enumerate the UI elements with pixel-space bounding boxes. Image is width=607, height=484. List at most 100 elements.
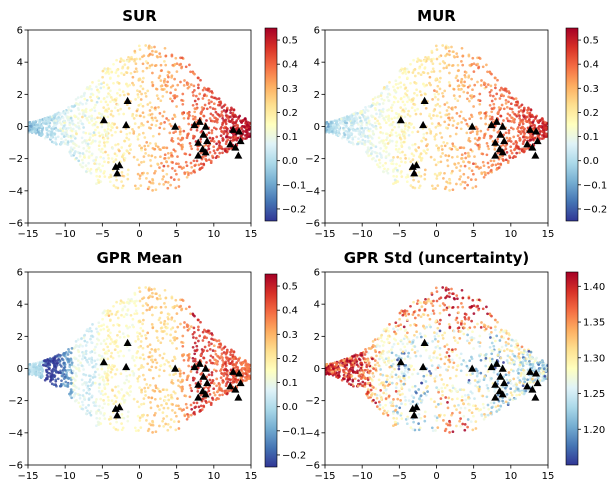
scatter-point xyxy=(93,117,97,121)
scatter-point xyxy=(354,129,357,133)
triangle-marker xyxy=(531,151,540,159)
scatter-point xyxy=(158,316,162,320)
scatter-point xyxy=(93,139,97,143)
scatter-point xyxy=(134,187,138,191)
scatter-point xyxy=(59,371,62,375)
scatter-point xyxy=(239,361,242,365)
scatter-point xyxy=(210,100,213,104)
scatter-point xyxy=(67,348,70,351)
scatter-point xyxy=(394,321,398,325)
scatter-point xyxy=(84,107,88,111)
scatter-point xyxy=(464,75,467,79)
scatter-point xyxy=(223,103,227,107)
scatter-point xyxy=(476,62,480,66)
scatter-point xyxy=(498,155,502,159)
scatter-point xyxy=(193,110,197,114)
scatter-point xyxy=(453,97,457,100)
scatter-point xyxy=(155,292,158,296)
scatter-point xyxy=(88,380,91,384)
scatter-point xyxy=(134,98,137,101)
scatter-point xyxy=(177,420,181,423)
scatter-point xyxy=(147,126,151,130)
scatter-point xyxy=(470,96,473,100)
scatter-point xyxy=(437,148,440,152)
scatter-point xyxy=(484,173,487,177)
scatter-point xyxy=(438,80,441,84)
scatter-point xyxy=(377,95,380,98)
scatter-point xyxy=(131,112,135,116)
scatter-point xyxy=(193,72,196,76)
scatter-point xyxy=(122,112,126,116)
scatter-point xyxy=(465,122,469,126)
scatter-point xyxy=(388,134,392,137)
scatter-point xyxy=(469,178,473,181)
scatter-point xyxy=(393,116,396,120)
scatter-point xyxy=(464,118,467,122)
scatter-point xyxy=(159,297,162,301)
scatter-point xyxy=(92,159,95,162)
scatter-point xyxy=(378,152,382,155)
scatter-point xyxy=(123,398,127,402)
scatter-point xyxy=(218,393,222,397)
scatter-point xyxy=(150,105,154,109)
scatter-point xyxy=(234,138,238,141)
scatter-point xyxy=(139,84,143,88)
scatter-point xyxy=(394,79,398,83)
scatter-point xyxy=(201,88,205,92)
scatter-point xyxy=(203,328,206,332)
scatter-point xyxy=(484,112,487,115)
scatter-point xyxy=(54,361,58,365)
scatter-point xyxy=(379,154,383,157)
scatter-point xyxy=(207,341,211,344)
scatter-point xyxy=(413,142,417,146)
scatter-point xyxy=(106,345,110,349)
scatter-point xyxy=(179,304,183,308)
scatter-point xyxy=(202,404,206,408)
scatter-point xyxy=(395,175,399,178)
scatter-point xyxy=(524,147,528,151)
scatter-point xyxy=(180,136,184,140)
scatter-point xyxy=(221,393,224,397)
scatter-point xyxy=(49,375,53,379)
scatter-point xyxy=(470,63,474,66)
scatter-point xyxy=(395,162,398,166)
scatter-point xyxy=(133,291,137,295)
scatter-point xyxy=(505,136,509,140)
scatter-point xyxy=(462,172,466,176)
scatter-point xyxy=(515,141,519,145)
scatter-point xyxy=(75,374,78,377)
scatter-point xyxy=(125,324,128,328)
scatter-point xyxy=(531,121,535,124)
scatter-point xyxy=(376,119,379,123)
scatter-point xyxy=(425,144,428,148)
scatter-point xyxy=(127,92,130,96)
scatter-point xyxy=(439,115,443,119)
scatter-point xyxy=(221,363,225,367)
scatter-point xyxy=(175,94,179,98)
scatter-point xyxy=(473,155,476,158)
scatter-point xyxy=(148,141,152,145)
scatter-point xyxy=(80,122,84,125)
scatter-point xyxy=(396,150,400,153)
scatter-point xyxy=(194,117,197,121)
scatter-point xyxy=(60,137,63,141)
scatter-point xyxy=(229,378,232,382)
scatter-point xyxy=(161,330,165,333)
scatter-point xyxy=(398,75,401,79)
scatter-point xyxy=(199,137,203,141)
scatter-point xyxy=(77,387,81,391)
scatter-point xyxy=(511,127,515,131)
scatter-point xyxy=(161,146,165,150)
scatter-point xyxy=(158,126,162,130)
scatter-point xyxy=(159,321,163,324)
scatter-point xyxy=(97,166,101,170)
scatter-point xyxy=(417,180,420,183)
triangle-marker xyxy=(190,120,199,129)
scatter-point xyxy=(187,357,191,360)
scatter-point xyxy=(231,377,235,381)
scatter-point xyxy=(459,127,463,131)
scatter-point xyxy=(156,145,160,149)
scatter-point xyxy=(75,132,78,135)
scatter-point xyxy=(410,348,414,352)
scatter-point xyxy=(178,374,182,378)
